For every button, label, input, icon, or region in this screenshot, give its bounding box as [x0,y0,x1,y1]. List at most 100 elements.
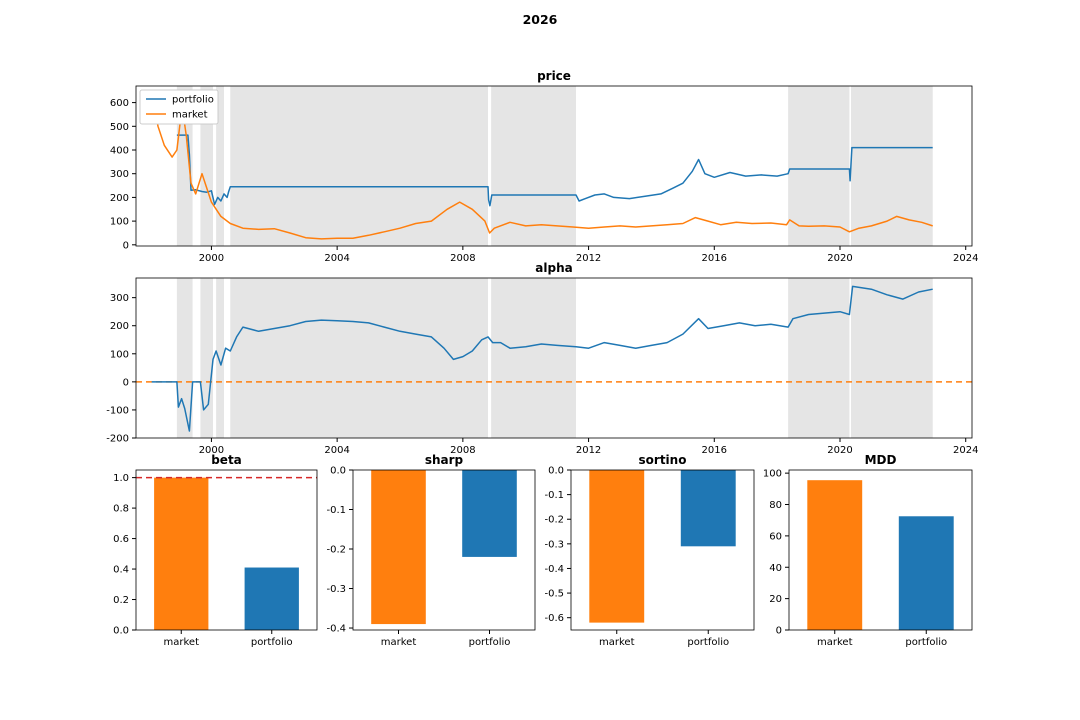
price-y-tick-label: 300 [110,169,129,180]
price-y-tick-label: 100 [110,217,129,228]
beta-y-tick-label: 0.4 [113,565,129,576]
price-x-tick-label: 2004 [324,253,349,264]
price-shaded-period [200,86,213,246]
price-shaded-period [176,86,193,246]
price-y-tick-label: 200 [110,193,129,204]
sortino-y-tick-label: -0.5 [544,589,564,600]
sharp-title: sharp [425,453,464,467]
price-shaded-period [788,86,850,246]
sharp-y-tick-label: 0.0 [330,466,346,477]
MDD-y-tick-label: 20 [769,594,782,605]
MDD-bar-portfolio [898,516,954,630]
alpha-x-tick-label: 2000 [199,445,224,456]
price-x-tick-label: 2020 [827,253,852,264]
MDD-y-tick-label: 0 [776,626,782,637]
beta-y-tick-label: 0.8 [113,504,129,515]
sharp-y-tick-label: -0.1 [326,505,346,516]
alpha-y-tick-label: 200 [110,321,129,332]
sortino-title: sortino [639,453,687,467]
sortino-y-tick-label: 0.0 [548,466,564,477]
sharp-x-tick-label: portfolio [469,637,511,648]
beta-x-tick-label: market [164,637,200,648]
MDD-y-tick-label: 40 [769,563,782,574]
price-x-tick-label: 2016 [702,253,727,264]
alpha-panel: 2000 2004 2008 2012 2016 2020 2024 -200 -100 0 100… [106,261,978,456]
sortino-bar-portfolio [680,470,736,547]
price-shaded-period [230,86,489,246]
price-shaded-period [491,86,576,246]
legend-label-market: market [172,110,208,121]
price-x-tick-label: 2008 [450,253,475,264]
beta-bar-market [154,477,209,630]
alpha-series-portfolio [151,285,933,432]
alpha-y-tick-label: 100 [110,349,129,360]
MDD-title: MDD [865,453,897,467]
MDD-panel: market portfolio 0 20 40 60 80 100 MDD [763,453,973,648]
alpha-shaded-period [230,278,489,438]
alpha-shaded-period [200,278,213,438]
MDD-y-tick-label: 100 [763,469,782,480]
price-y-tick-label: 0 [123,240,129,251]
sortino-y-tick-label: -0.1 [544,490,564,501]
beta-y-tick-label: 0.0 [113,626,129,637]
beta-bar-portfolio [244,567,299,630]
sharp-y-tick-label: -0.3 [326,584,346,595]
price-axes-frame [135,85,973,247]
sortino-x-tick-label: portfolio [687,637,729,648]
figure-suptitle: 2026 [523,12,558,27]
alpha-title: alpha [535,261,572,275]
sortino-y-tick-label: -0.3 [544,539,564,550]
alpha-y-tick-label: -100 [106,405,129,416]
sharp-y-tick-label: -0.4 [326,624,346,635]
sharp-axes-frame [352,469,536,631]
MDD-y-tick-label: 60 [769,531,782,542]
sortino-panel: market portfolio 0.0 -0.1 -0.2 -0.3 -0.4 -0.5 -0… [544,453,755,648]
alpha-x-tick-label: 2016 [702,445,727,456]
alpha-shaded-period [851,278,933,438]
MDD-x-tick-label: portfolio [905,637,947,648]
sortino-y-tick-label: -0.2 [544,515,564,526]
sharp-bar-market [371,470,426,625]
price-y-tick-label: 400 [110,146,129,157]
price-y-tick-label: 500 [110,122,129,133]
alpha-axes-frame [135,277,973,439]
price-panel: 2000 2004 2008 2012 2016 2020 2024 0 100 200 300 40… [110,69,979,264]
sharp-panel: market portfolio 0.0 -0.1 -0.2 -0.3 -0.4 sharp [326,453,536,648]
beta-axes-frame [135,469,318,631]
sharp-bar-portfolio [462,470,517,557]
MDD-bar-market [807,480,863,630]
sortino-axes-frame [570,469,755,631]
alpha-shaded-period [491,278,576,438]
price-shaded-period [216,86,224,246]
alpha-shaded-period [216,278,224,438]
beta-y-tick-label: 1.0 [113,473,129,484]
beta-y-tick-label: 0.6 [113,534,129,545]
sortino-y-tick-label: -0.4 [544,564,564,575]
price-series-market [150,92,933,240]
alpha-shaded-period [788,278,850,438]
alpha-y-tick-label: -200 [106,434,129,445]
alpha-y-tick-label: 0 [123,377,129,388]
sortino-x-tick-label: market [599,637,635,648]
MDD-y-tick-label: 80 [769,500,782,511]
price-x-tick-label: 2012 [576,253,601,264]
sharp-y-tick-label: -0.2 [326,545,346,556]
beta-title: beta [211,453,242,467]
legend-label-portfolio: portfolio [172,95,214,106]
alpha-y-tick-label: 300 [110,293,129,304]
MDD-x-tick-label: market [817,637,853,648]
price-series-portfolio [176,134,933,207]
price-legend: portfolio market [139,89,219,125]
beta-y-tick-label: 0.2 [113,595,129,606]
MDD-axes-frame [788,469,973,631]
price-title: price [537,69,571,83]
alpha-x-tick-label: 2008 [450,445,475,456]
sharp-x-tick-label: market [381,637,417,648]
price-x-tick-label: 2024 [953,253,978,264]
sortino-y-tick-label: -0.6 [544,613,564,624]
price-x-tick-label: 2000 [199,253,224,264]
alpha-x-tick-label: 2024 [953,445,978,456]
alpha-x-tick-label: 2020 [827,445,852,456]
beta-panel: market portfolio 0.0 0.2 0.4 0.6 0.8 1.0 beta [113,453,318,648]
